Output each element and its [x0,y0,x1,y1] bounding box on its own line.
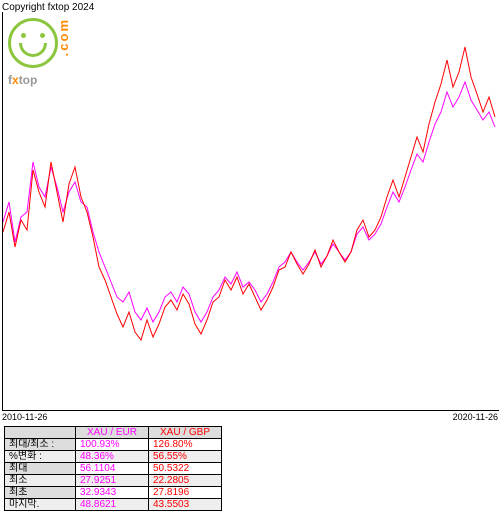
x-end-label: 2020-11-26 [453,412,498,422]
table-row: 최소27.925122.2805 [5,475,222,487]
stats-table: XAU / EUR XAU / GBP 최대/최소 :100.93%126.80… [4,426,222,511]
table-header-1: XAU / EUR [76,427,149,439]
series-xau---eur [3,82,495,322]
row-val-1: 100.93% [76,439,149,451]
row-val-1: 56.1104 [76,463,149,475]
row-val-1: 48.8621 [76,499,149,511]
price-chart [2,12,499,411]
table-row: 최초32.934327.8196 [5,487,222,499]
row-label: 최소 [5,475,76,487]
row-val-1: 27.9251 [76,475,149,487]
row-val-2: 27.8196 [149,487,222,499]
x-start-label: 2010-11-26 [2,412,47,422]
row-val-2: 50.5322 [149,463,222,475]
row-val-2: 126.80% [149,439,222,451]
row-label: 마지막. [5,499,76,511]
series-xau---gbp [3,47,495,340]
row-label: %변화 : [5,451,76,463]
table-row: %변화 :48.36%56.55% [5,451,222,463]
table-header-empty [5,427,76,439]
row-val-2: 22.2805 [149,475,222,487]
row-val-2: 43.5503 [149,499,222,511]
table-row: 최대56.110450.5322 [5,463,222,475]
row-val-2: 56.55% [149,451,222,463]
row-label: 최대/최소 : [5,439,76,451]
row-label: 최대 [5,463,76,475]
table-row: 마지막.48.862143.5503 [5,499,222,511]
row-val-1: 32.9343 [76,487,149,499]
row-val-1: 48.36% [76,451,149,463]
table-header-2: XAU / GBP [149,427,222,439]
table-row: 최대/최소 :100.93%126.80% [5,439,222,451]
row-label: 최초 [5,487,76,499]
